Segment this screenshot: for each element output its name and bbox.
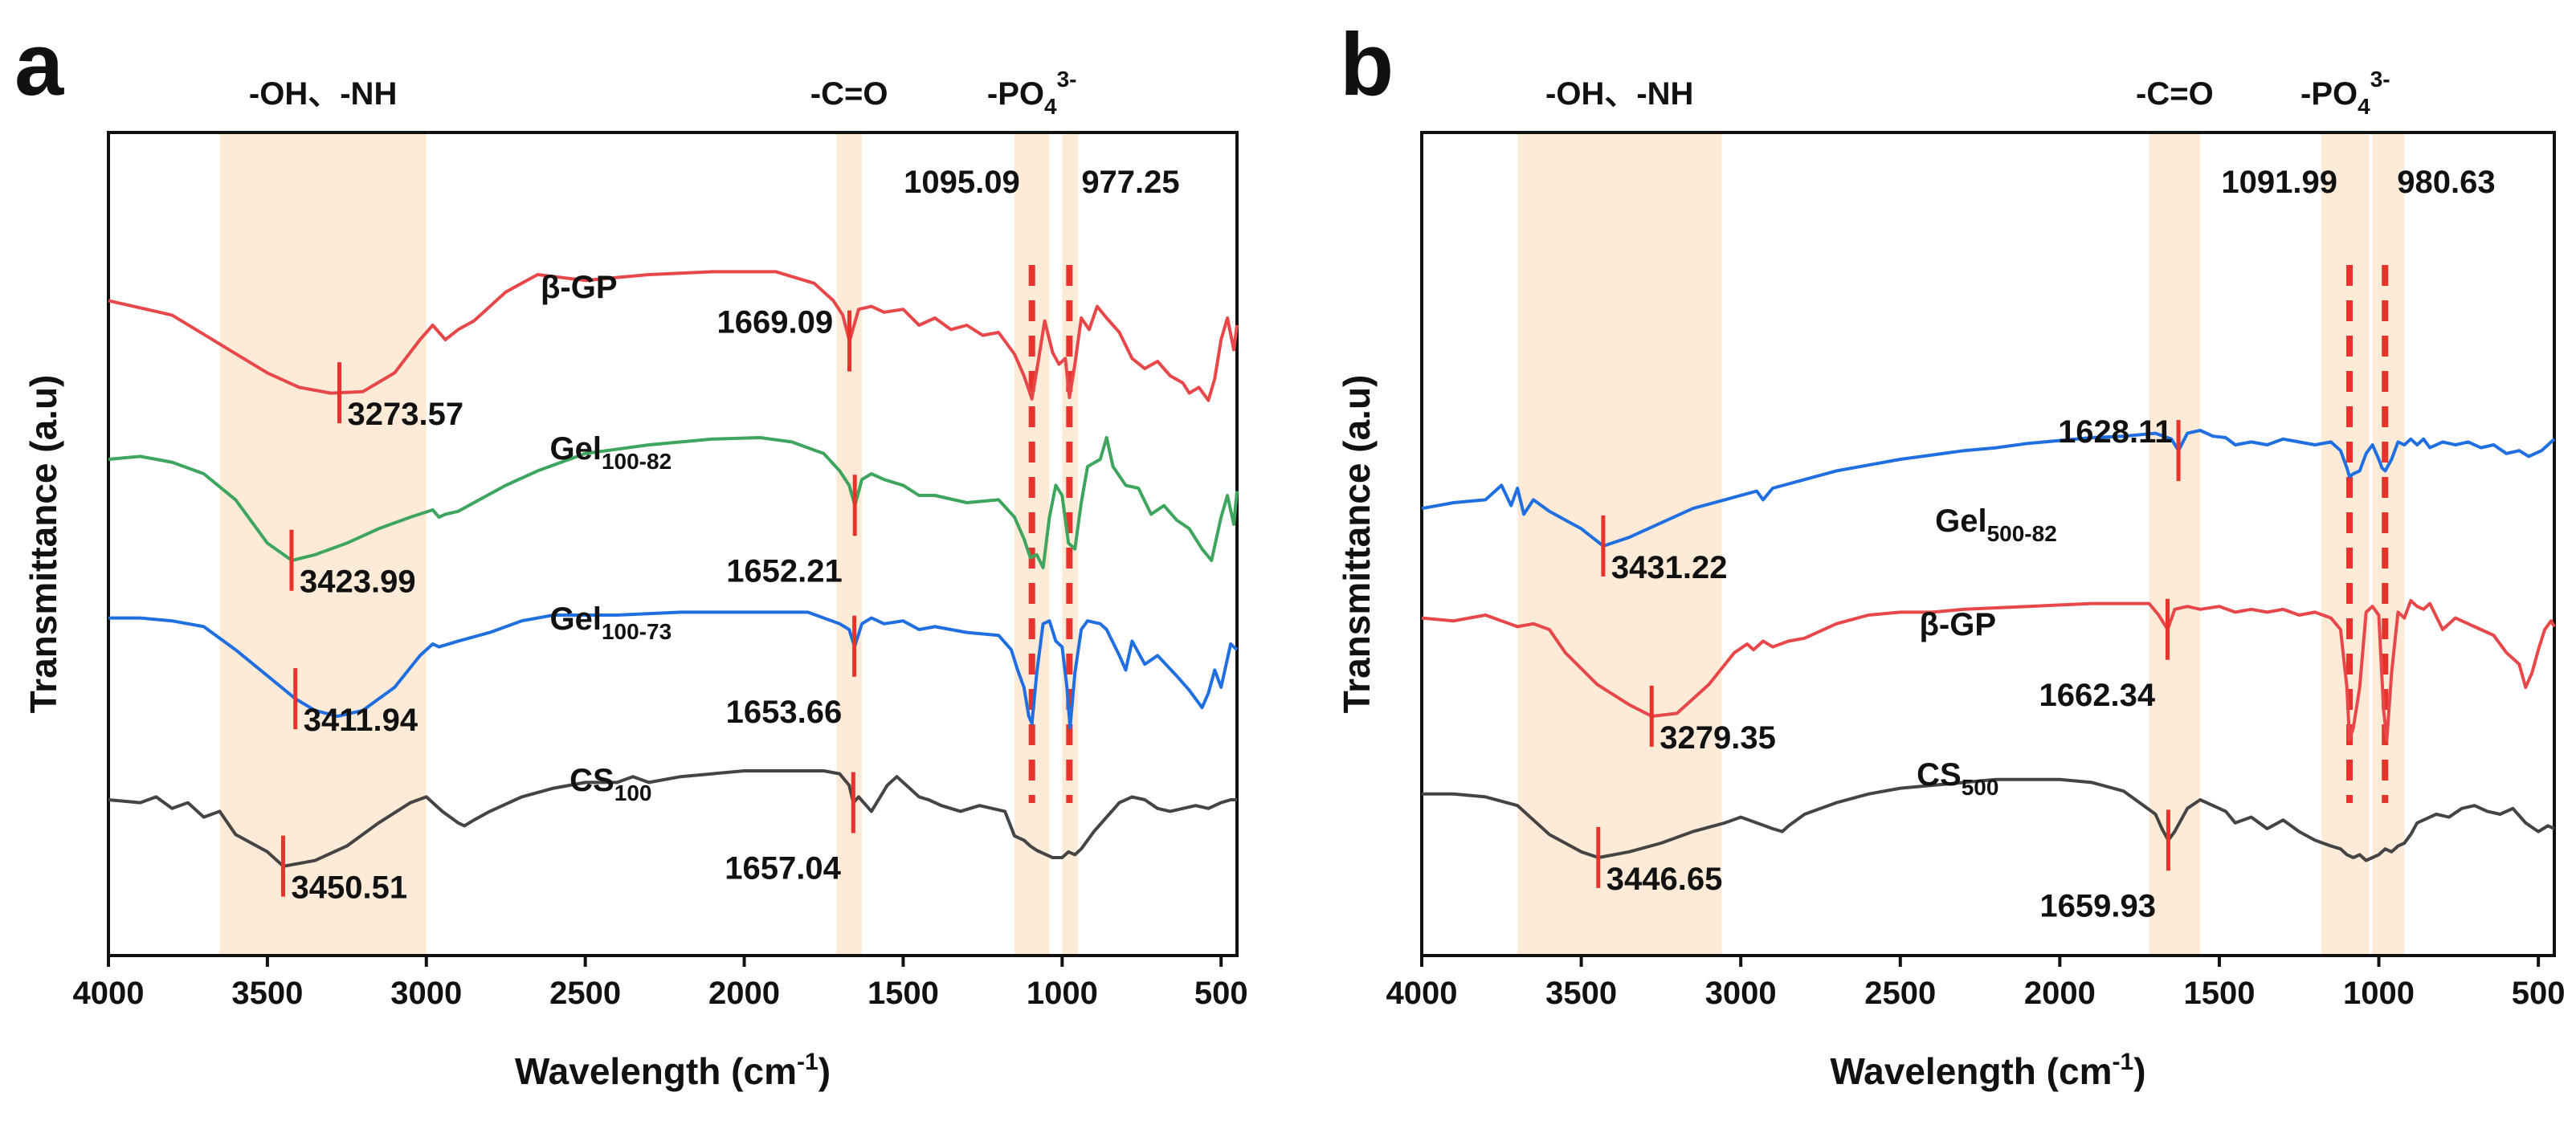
series-line — [108, 610, 1239, 730]
series-line — [1421, 429, 2556, 548]
x-tick-label: 1000 — [2343, 976, 2415, 1011]
series-line — [108, 769, 1237, 868]
plot-frame — [107, 131, 1239, 957]
peak-label: 1662.34 — [2039, 678, 2155, 713]
peak-label: 1659.93 — [2039, 888, 2156, 923]
peak-label: 3273.57 — [348, 397, 464, 432]
panel-letter: b — [1340, 15, 1394, 114]
x-tick-label: 3500 — [1545, 976, 1617, 1011]
peak-label: 3431.22 — [1611, 550, 1728, 585]
x-tick-label: 2000 — [708, 976, 780, 1011]
band-region — [2372, 132, 2405, 956]
series-label: CS500 — [1917, 757, 1998, 800]
dashed-peak-label: 980.63 — [2397, 165, 2495, 200]
band-label: -OH、-NH — [249, 76, 397, 112]
peak-label: 1653.66 — [726, 695, 843, 730]
dashed-peak-label: 1095.09 — [904, 165, 1020, 200]
series-label: β-GP — [1920, 607, 1997, 642]
series-label: Gel100-73 — [549, 601, 672, 644]
peak-label: 3450.51 — [291, 870, 407, 906]
band-label: -C=O — [2136, 76, 2214, 112]
band-label: -C=O — [810, 76, 888, 112]
series-label: β-GP — [541, 270, 618, 305]
series-label: CS100 — [569, 763, 651, 805]
x-tick-label: 500 — [1194, 976, 1248, 1011]
peak-label: 1628.11 — [2058, 414, 2172, 450]
dashed-peak-label: 977.25 — [1081, 165, 1179, 200]
x-tick-label: 1500 — [868, 976, 939, 1011]
series-label: Gel100-82 — [549, 431, 672, 474]
band-region — [2321, 132, 2370, 956]
peak-label: 1652.21 — [726, 553, 843, 589]
peak-label: 3446.65 — [1606, 862, 1723, 897]
x-tick-label: 1000 — [1027, 976, 1098, 1011]
band-label: -PO43- — [2300, 67, 2390, 119]
chart-panel-a: -OH、-NH -C=O -PO43- 4000 3500 3000 2500 2000 150… — [14, 15, 1248, 1092]
band-region — [1517, 132, 1722, 956]
chart-panel-b: -OH、-NH -C=O -PO43- 4000 3500 3000 2500 2000 150… — [1336, 15, 2566, 1092]
series-line — [108, 436, 1239, 569]
x-axis-label: Wavelength (cm-1) — [1830, 1049, 2145, 1092]
series-label: Gel500-82 — [1935, 503, 2057, 546]
x-axis-label: Wavelength (cm-1) — [515, 1049, 831, 1092]
dashed-peak-label: 1091.99 — [2221, 165, 2337, 200]
band-region — [836, 132, 862, 956]
peak-label: 1657.04 — [725, 851, 841, 886]
band-label: -OH、-NH — [1545, 76, 1693, 112]
series-line — [1421, 599, 2556, 741]
peak-label: 3411.94 — [304, 703, 418, 738]
band-region — [1014, 132, 1050, 956]
x-tick-label: 4000 — [1386, 976, 1458, 1011]
x-tick-label: 2500 — [549, 976, 621, 1011]
x-tick-label: 3000 — [1705, 976, 1777, 1011]
x-tick-label: 2000 — [2024, 976, 2096, 1011]
panel-letter: a — [14, 15, 64, 114]
y-axis-label: Transmittance (a.u) — [22, 375, 64, 714]
peak-label: 3423.99 — [300, 564, 416, 600]
x-tick-label: 3500 — [231, 976, 303, 1011]
series-line — [108, 270, 1239, 402]
x-tick-label: 500 — [2512, 976, 2566, 1011]
band-label: -PO43- — [987, 67, 1077, 119]
peak-label: 3279.35 — [1659, 720, 1776, 756]
series-line — [1422, 777, 2555, 862]
band-region — [219, 132, 427, 956]
x-tick-label: 4000 — [73, 976, 145, 1011]
y-axis-label: Transmittance (a.u) — [1336, 375, 1378, 714]
x-tick-label: 3000 — [390, 976, 462, 1011]
plot-frame — [1420, 131, 2556, 957]
peak-label: 1669.09 — [717, 305, 834, 340]
x-tick-label: 1500 — [2183, 976, 2255, 1011]
x-tick-label: 2500 — [1864, 976, 1936, 1011]
